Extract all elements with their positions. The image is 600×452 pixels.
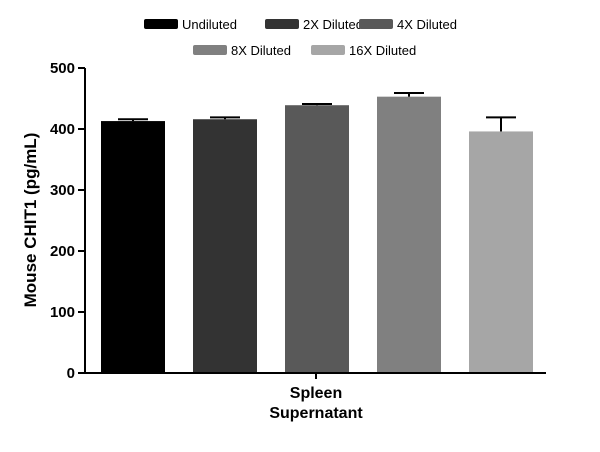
axes: 0 100 200 300 400 500 <box>50 60 546 382</box>
legend: Undiluted 2X Diluted 4X Diluted 8X Diluted 1… <box>144 17 457 58</box>
y-axis-label: Mouse CHIT1 (pg/mL) <box>21 133 40 308</box>
y-tick-label-200: 200 <box>50 243 75 260</box>
bar-1 <box>101 121 165 373</box>
legend-label-3: 4X Diluted <box>397 17 457 32</box>
category-label-line-1: Spleen <box>290 385 342 402</box>
legend-swatch-4 <box>193 45 227 55</box>
y-tick-label-300: 300 <box>50 182 75 199</box>
legend-label-1: Undiluted <box>182 17 237 32</box>
bar-2 <box>193 119 257 374</box>
y-tick-label-500: 500 <box>50 60 75 77</box>
legend-label-2: 2X Diluted <box>303 17 363 32</box>
legend-swatch-1 <box>144 19 178 29</box>
legend-swatch-5 <box>311 45 345 55</box>
bar-4 <box>377 96 441 374</box>
y-tick-label-400: 400 <box>50 121 75 138</box>
bars <box>101 92 533 374</box>
y-tick-label-100: 100 <box>50 304 75 321</box>
bar-3 <box>285 105 349 374</box>
legend-swatch-3 <box>359 19 393 29</box>
legend-swatch-2 <box>265 19 299 29</box>
y-tick-label-0: 0 <box>67 365 75 382</box>
bar-5 <box>469 131 533 373</box>
legend-label-5: 16X Diluted <box>349 43 416 58</box>
legend-label-4: 8X Diluted <box>231 43 291 58</box>
category-label-line-2: Supernatant <box>269 405 363 422</box>
